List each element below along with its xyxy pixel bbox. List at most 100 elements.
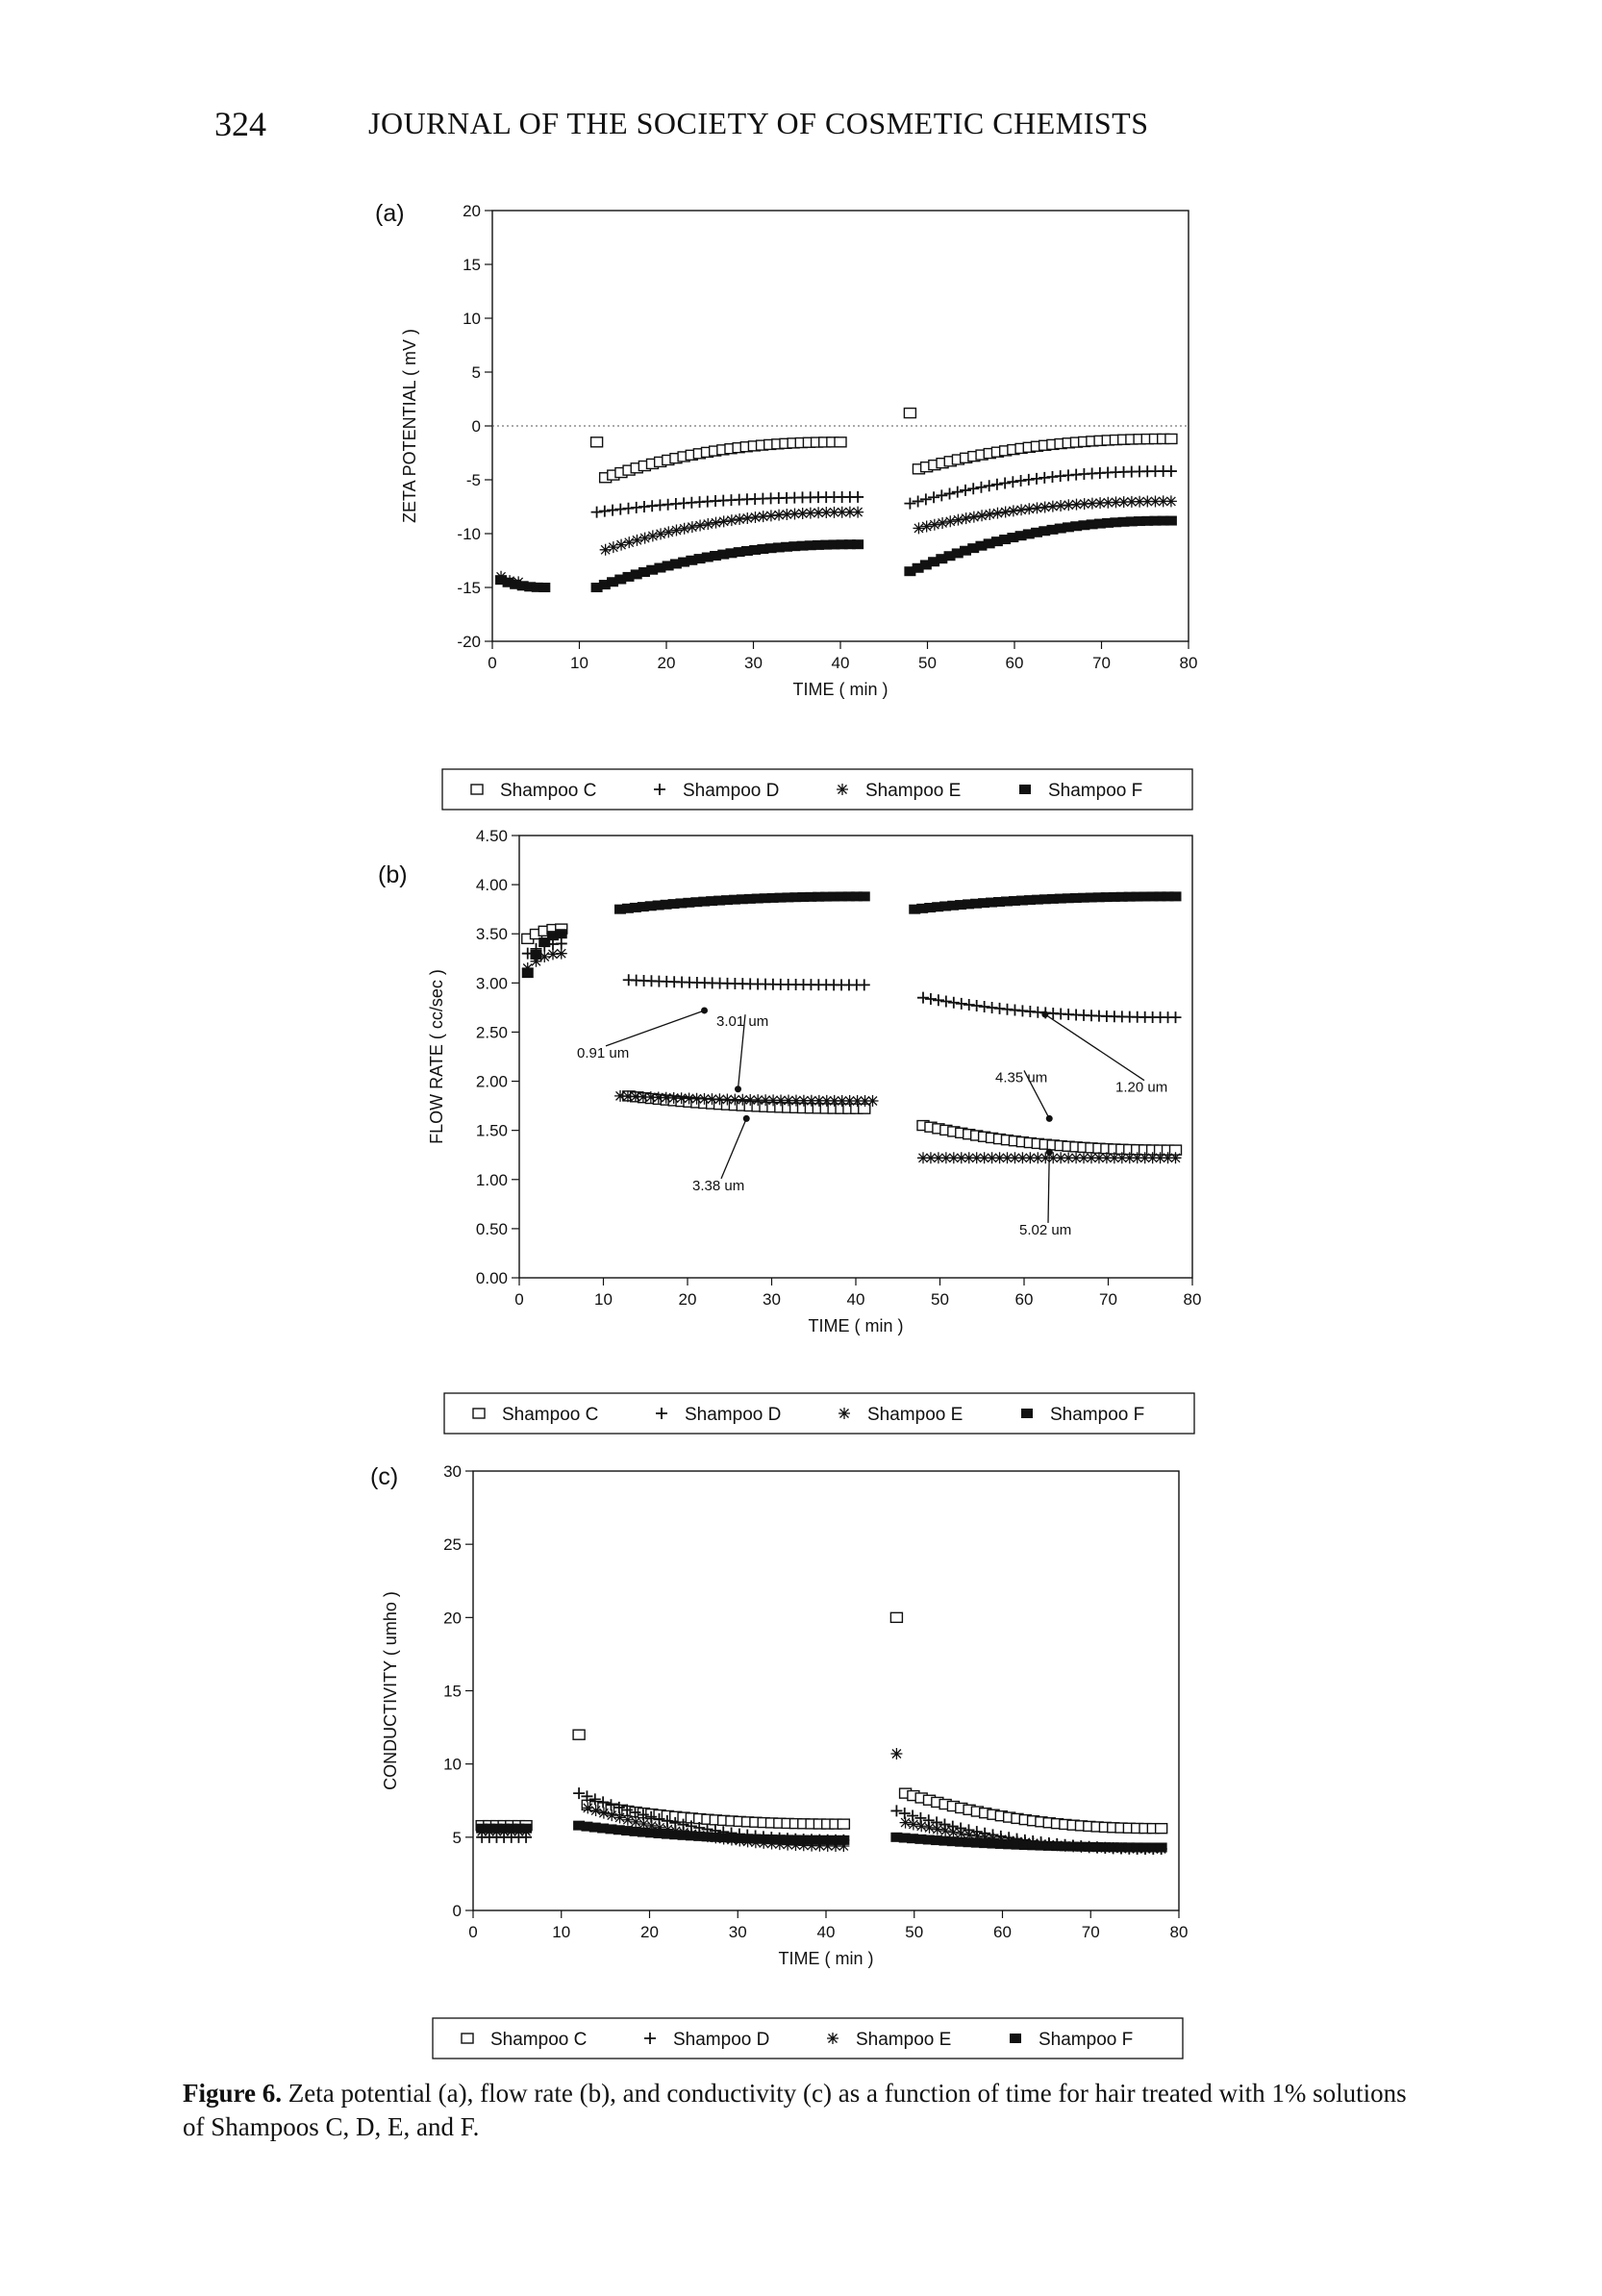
- point-shampoo-f: [1010, 2034, 1021, 2043]
- legend-box: [441, 768, 1193, 811]
- point-shampoo-e: [1134, 495, 1146, 508]
- point-shampoo-e: [837, 784, 848, 795]
- point-shampoo-f: [654, 562, 666, 573]
- point-shampoo-e: [836, 1094, 848, 1107]
- point-shampoo-f: [979, 1838, 991, 1849]
- x-tick-label: 80: [1184, 1290, 1202, 1309]
- point-shampoo-f: [975, 540, 988, 551]
- y-tick-label: 0.00: [476, 1269, 508, 1287]
- point-shampoo-f: [951, 548, 964, 559]
- y-tick-label: 25: [443, 1535, 462, 1554]
- y-tick-label: 0.50: [476, 1220, 508, 1238]
- point-shampoo-f: [781, 1834, 793, 1845]
- point-shampoo-f: [749, 1834, 762, 1844]
- point-shampoo-e: [597, 1807, 610, 1819]
- point-shampoo-e: [952, 513, 964, 526]
- y-tick-label: -10: [457, 525, 481, 543]
- point-shampoo-e: [670, 524, 683, 537]
- point-shampoo-e: [654, 1821, 666, 1834]
- point-shampoo-f: [490, 1823, 503, 1834]
- point-shampoo-e: [915, 1820, 928, 1833]
- x-tick-label: 50: [905, 1923, 923, 1941]
- x-tick-label: 60: [1015, 1290, 1034, 1309]
- point-shampoo-e: [939, 1152, 952, 1164]
- annotation-arrowhead: [1041, 1011, 1049, 1018]
- y-tick-label: 5: [472, 363, 481, 382]
- point-shampoo-e: [932, 1152, 944, 1164]
- point-shampoo-f: [1046, 893, 1059, 904]
- point-shampoo-e: [729, 1093, 741, 1106]
- point-shampoo-f: [759, 893, 771, 904]
- point-shampoo-c: [572, 1729, 586, 1740]
- point-shampoo-e: [814, 1839, 826, 1852]
- point-shampoo-f: [733, 547, 745, 558]
- point-shampoo-e: [638, 1817, 650, 1830]
- point-shampoo-c: [858, 1103, 871, 1114]
- point-shampoo-e: [830, 1839, 842, 1852]
- point-shampoo-f: [978, 898, 990, 909]
- point-shampoo-f: [1090, 1842, 1103, 1853]
- point-shampoo-d: [613, 1801, 625, 1813]
- y-tick-label: 1.50: [476, 1122, 508, 1140]
- annotation-label: 3.01 um: [716, 1013, 768, 1030]
- y-tick-label: 4.50: [476, 827, 508, 845]
- point-shampoo-d: [890, 1805, 903, 1817]
- point-shampoo-d: [581, 1790, 593, 1803]
- point-shampoo-d: [898, 1808, 911, 1820]
- point-shampoo-d: [939, 995, 952, 1008]
- y-tick-label: 4.00: [476, 876, 508, 894]
- point-shampoo-f: [1107, 1842, 1119, 1853]
- point-shampoo-f: [1062, 893, 1074, 904]
- point-shampoo-f: [661, 1829, 673, 1839]
- point-shampoo-f: [701, 552, 713, 562]
- point-shampoo-e: [694, 519, 707, 532]
- point-shampoo-e: [683, 1092, 695, 1105]
- point-shampoo-e: [796, 507, 809, 519]
- point-shampoo-f: [638, 567, 650, 578]
- point-shampoo-f: [660, 899, 672, 910]
- point-shampoo-e: [820, 1094, 833, 1107]
- legend-box: [443, 1392, 1195, 1435]
- point-shampoo-e: [976, 510, 989, 522]
- point-shampoo-f: [644, 901, 657, 911]
- point-shampoo-e: [555, 947, 567, 960]
- point-shampoo-f: [605, 1824, 617, 1834]
- point-shampoo-f: [970, 898, 983, 909]
- point-shampoo-f: [766, 892, 779, 903]
- annotation-pointer: [1023, 1070, 1050, 1119]
- point-shampoo-f: [909, 904, 921, 914]
- point-shampoo-e: [734, 513, 746, 526]
- y-tick-label: 5: [453, 1829, 462, 1847]
- point-shampoo-f: [1085, 892, 1097, 903]
- point-shampoo-d: [932, 994, 944, 1007]
- annotation-pointer: [1047, 1152, 1050, 1223]
- point-shampoo-f: [678, 557, 690, 567]
- point-shampoo-e: [843, 506, 856, 518]
- point-shampoo-e: [1032, 1152, 1044, 1164]
- point-shampoo-f: [963, 899, 975, 910]
- point-shampoo-f: [828, 891, 840, 902]
- point-shampoo-d: [644, 2033, 656, 2044]
- point-shampoo-f: [1115, 891, 1128, 902]
- annotation-label: 5.02 um: [1019, 1222, 1071, 1238]
- point-shampoo-e: [713, 1093, 726, 1106]
- point-shampoo-f: [751, 893, 763, 904]
- y-tick-label: 20: [463, 202, 481, 220]
- point-shampoo-f: [812, 539, 824, 550]
- y-tick-label: 15: [443, 1683, 462, 1701]
- point-shampoo-e: [521, 962, 534, 974]
- point-shampoo-f: [1146, 891, 1159, 902]
- point-shampoo-f: [1092, 892, 1105, 903]
- point-shampoo-f: [993, 897, 1006, 908]
- point-shampoo-f: [986, 897, 998, 908]
- point-shampoo-e: [749, 512, 762, 524]
- point-shampoo-f: [622, 571, 635, 582]
- point-shampoo-e: [1108, 1152, 1120, 1164]
- point-shampoo-e: [752, 1094, 764, 1107]
- point-shampoo-e: [621, 1090, 634, 1103]
- point-shampoo-f: [741, 1834, 754, 1844]
- point-shampoo-e: [678, 522, 690, 535]
- point-shampoo-e: [923, 1821, 936, 1834]
- point-shampoo-d: [917, 991, 929, 1004]
- point-shampoo-d: [607, 504, 619, 516]
